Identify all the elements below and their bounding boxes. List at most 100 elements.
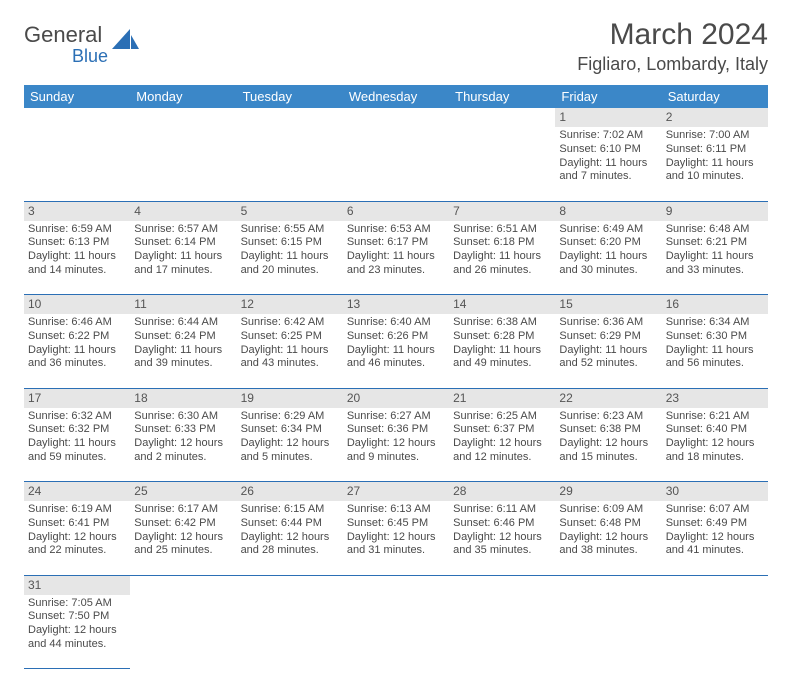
day-header: Thursday xyxy=(449,85,555,108)
day-cell xyxy=(237,595,343,669)
calendar-table: Sunday Monday Tuesday Wednesday Thursday… xyxy=(24,85,768,669)
sunset-line: Sunset: 6:25 PM xyxy=(241,330,339,344)
day-number-cell: 27 xyxy=(343,482,449,502)
daylight-line: Daylight: 12 hours and 9 minutes. xyxy=(347,437,445,465)
day-number-cell xyxy=(343,575,449,595)
day-number-cell xyxy=(555,575,661,595)
day-number-cell: 15 xyxy=(555,295,661,315)
day-number-cell: 1 xyxy=(555,108,661,127)
day-number-cell xyxy=(449,108,555,127)
daylight-line: Daylight: 11 hours and 14 minutes. xyxy=(28,250,126,278)
daylight-line: Daylight: 11 hours and 23 minutes. xyxy=(347,250,445,278)
daylight-line: Daylight: 12 hours and 28 minutes. xyxy=(241,531,339,559)
day-cell: Sunrise: 6:49 AMSunset: 6:20 PMDaylight:… xyxy=(555,221,661,295)
calendar-page: General Blue March 2024 Figliaro, Lombar… xyxy=(0,0,792,687)
sunrise-line: Sunrise: 6:53 AM xyxy=(347,223,445,237)
day-cell xyxy=(237,127,343,201)
sunset-line: Sunset: 6:18 PM xyxy=(453,236,551,250)
day-number-cell: 9 xyxy=(662,201,768,221)
sunrise-line: Sunrise: 6:40 AM xyxy=(347,316,445,330)
day-cell: Sunrise: 6:21 AMSunset: 6:40 PMDaylight:… xyxy=(662,408,768,482)
sunset-line: Sunset: 6:40 PM xyxy=(666,423,764,437)
day-cell xyxy=(343,127,449,201)
day-header: Sunday xyxy=(24,85,130,108)
logo-sail-icon xyxy=(112,29,140,58)
daylight-line: Daylight: 12 hours and 12 minutes. xyxy=(453,437,551,465)
daylight-line: Daylight: 12 hours and 25 minutes. xyxy=(134,531,232,559)
daylight-line: Daylight: 12 hours and 31 minutes. xyxy=(347,531,445,559)
daylight-line: Daylight: 11 hours and 33 minutes. xyxy=(666,250,764,278)
sunrise-line: Sunrise: 6:36 AM xyxy=(559,316,657,330)
sunset-line: Sunset: 6:45 PM xyxy=(347,517,445,531)
day-number-cell xyxy=(449,575,555,595)
day-cell: Sunrise: 6:59 AMSunset: 6:13 PMDaylight:… xyxy=(24,221,130,295)
sunset-line: Sunset: 6:48 PM xyxy=(559,517,657,531)
day-number-cell: 30 xyxy=(662,482,768,502)
day-header: Wednesday xyxy=(343,85,449,108)
week-row: Sunrise: 7:02 AMSunset: 6:10 PMDaylight:… xyxy=(24,127,768,201)
logo-text-blue: Blue xyxy=(72,46,108,66)
daylight-line: Daylight: 12 hours and 18 minutes. xyxy=(666,437,764,465)
sunset-line: Sunset: 6:26 PM xyxy=(347,330,445,344)
day-number-cell: 2 xyxy=(662,108,768,127)
day-cell xyxy=(130,127,236,201)
day-number-cell: 10 xyxy=(24,295,130,315)
day-number-cell: 6 xyxy=(343,201,449,221)
sunset-line: Sunset: 6:32 PM xyxy=(28,423,126,437)
day-cell: Sunrise: 6:13 AMSunset: 6:45 PMDaylight:… xyxy=(343,501,449,575)
sunrise-line: Sunrise: 6:44 AM xyxy=(134,316,232,330)
sunrise-line: Sunrise: 6:46 AM xyxy=(28,316,126,330)
day-number-cell: 16 xyxy=(662,295,768,315)
month-title: March 2024 xyxy=(577,18,768,52)
sunset-line: Sunset: 6:22 PM xyxy=(28,330,126,344)
sunset-line: Sunset: 6:44 PM xyxy=(241,517,339,531)
week-row: Sunrise: 6:19 AMSunset: 6:41 PMDaylight:… xyxy=(24,501,768,575)
day-cell xyxy=(130,595,236,669)
day-header: Monday xyxy=(130,85,236,108)
sunrise-line: Sunrise: 6:38 AM xyxy=(453,316,551,330)
day-number-cell: 13 xyxy=(343,295,449,315)
logo: General Blue xyxy=(24,24,140,67)
day-number-row: 31 xyxy=(24,575,768,595)
day-number-cell: 21 xyxy=(449,388,555,408)
daylight-line: Daylight: 12 hours and 44 minutes. xyxy=(28,624,126,652)
daylight-line: Daylight: 11 hours and 59 minutes. xyxy=(28,437,126,465)
day-cell: Sunrise: 6:29 AMSunset: 6:34 PMDaylight:… xyxy=(237,408,343,482)
daylight-line: Daylight: 11 hours and 30 minutes. xyxy=(559,250,657,278)
day-number-row: 10111213141516 xyxy=(24,295,768,315)
sunrise-line: Sunrise: 6:17 AM xyxy=(134,503,232,517)
day-number-cell xyxy=(24,108,130,127)
sunset-line: Sunset: 6:28 PM xyxy=(453,330,551,344)
sunrise-line: Sunrise: 6:23 AM xyxy=(559,410,657,424)
sunrise-line: Sunrise: 6:27 AM xyxy=(347,410,445,424)
sunset-line: Sunset: 6:46 PM xyxy=(453,517,551,531)
day-number-cell xyxy=(343,108,449,127)
day-number-row: 3456789 xyxy=(24,201,768,221)
day-cell: Sunrise: 6:15 AMSunset: 6:44 PMDaylight:… xyxy=(237,501,343,575)
day-header: Friday xyxy=(555,85,661,108)
day-number-cell: 12 xyxy=(237,295,343,315)
sunrise-line: Sunrise: 6:09 AM xyxy=(559,503,657,517)
sunset-line: Sunset: 6:42 PM xyxy=(134,517,232,531)
day-cell: Sunrise: 6:38 AMSunset: 6:28 PMDaylight:… xyxy=(449,314,555,388)
daylight-line: Daylight: 11 hours and 10 minutes. xyxy=(666,157,764,185)
sunset-line: Sunset: 6:15 PM xyxy=(241,236,339,250)
day-number-cell: 11 xyxy=(130,295,236,315)
daylight-line: Daylight: 11 hours and 20 minutes. xyxy=(241,250,339,278)
day-number-cell: 22 xyxy=(555,388,661,408)
sunrise-line: Sunrise: 6:30 AM xyxy=(134,410,232,424)
sunset-line: Sunset: 6:34 PM xyxy=(241,423,339,437)
sunrise-line: Sunrise: 6:21 AM xyxy=(666,410,764,424)
day-number-row: 12 xyxy=(24,108,768,127)
sunrise-line: Sunrise: 6:25 AM xyxy=(453,410,551,424)
sunset-line: Sunset: 6:49 PM xyxy=(666,517,764,531)
day-number-cell xyxy=(237,575,343,595)
day-cell: Sunrise: 6:48 AMSunset: 6:21 PMDaylight:… xyxy=(662,221,768,295)
daylight-line: Daylight: 11 hours and 49 minutes. xyxy=(453,344,551,372)
day-cell xyxy=(449,127,555,201)
sunrise-line: Sunrise: 6:19 AM xyxy=(28,503,126,517)
sunset-line: Sunset: 6:20 PM xyxy=(559,236,657,250)
day-cell: Sunrise: 6:11 AMSunset: 6:46 PMDaylight:… xyxy=(449,501,555,575)
day-cell: Sunrise: 6:07 AMSunset: 6:49 PMDaylight:… xyxy=(662,501,768,575)
day-cell: Sunrise: 6:23 AMSunset: 6:38 PMDaylight:… xyxy=(555,408,661,482)
